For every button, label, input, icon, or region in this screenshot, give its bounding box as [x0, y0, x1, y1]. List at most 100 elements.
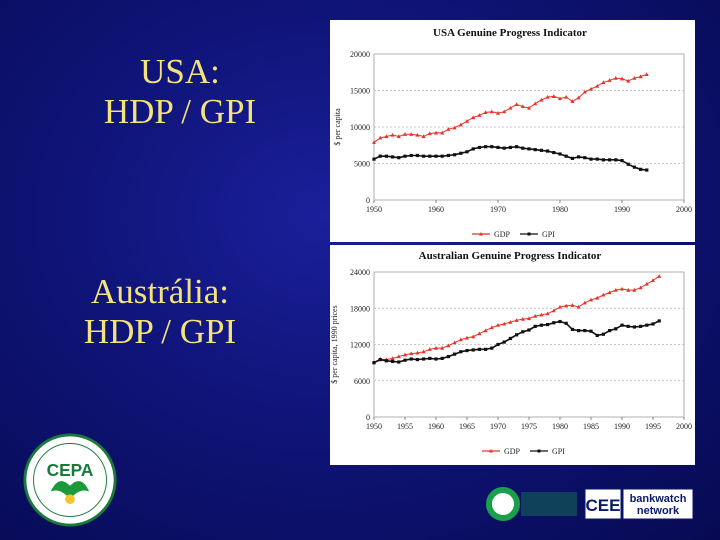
aus-series-gpi-point [626, 324, 630, 328]
usa-y-tick-label: 5000 [354, 160, 370, 169]
aus-series-gdp-point [564, 303, 569, 308]
aus-series-gpi-point [546, 322, 550, 327]
usa-series-gpi-point [490, 145, 494, 149]
usa-series-gpi-point [446, 153, 450, 158]
aus-series-gdp-point [390, 356, 395, 360]
aus-x-tick-label: 2000 [676, 422, 692, 431]
aus-series-gpi-point [601, 332, 605, 336]
aus-series-gdp-point [533, 313, 538, 318]
australia-label-line2: HDP / GPI [83, 312, 237, 351]
aus-series-gpi-point [639, 324, 643, 328]
aus-series-gdp-point [613, 287, 618, 292]
usa-series-gpi-point [601, 158, 605, 162]
aus-x-tick-label: 1985 [583, 422, 599, 431]
usa-series-gpi-point [409, 153, 413, 158]
aus-x-tick-label: 1975 [521, 422, 537, 431]
usa-series-gpi-point [564, 154, 568, 158]
usa-series-gdp-point [570, 99, 575, 104]
usa-title: USA Genuine Progress Indicator [433, 27, 587, 39]
aus-series-gdp-point [508, 319, 513, 324]
aus-y-tick-label: 12000 [350, 341, 370, 350]
aus-series-gdp-point [434, 345, 438, 350]
usa-legend: GDP GPI [472, 230, 555, 239]
aus-series-gdp-point [452, 340, 457, 345]
aus-series-gpi-point [502, 340, 506, 344]
aus-series-gpi-point [428, 356, 432, 360]
aus-series-gdp-point [409, 351, 414, 356]
aus-series-gdp-point [489, 325, 494, 330]
aus-series-gpi-point [614, 327, 618, 331]
usa-series-gdp-point [415, 132, 420, 137]
aus-y-tick-label: 18000 [350, 304, 370, 313]
usa-series-gpi-point [453, 153, 457, 157]
aus-series-gpi-point [409, 357, 413, 361]
usa-plot-frame [373, 53, 685, 201]
usa-y-tick-label: 20000 [350, 50, 370, 59]
usa-series-gpi-point [397, 156, 401, 160]
usa-series-gpi-point [384, 154, 388, 158]
usa-series-gpi-point [570, 156, 574, 160]
usa-x-tick-label: 1950 [366, 205, 382, 214]
aus-series-gdp-point [626, 287, 631, 292]
aus-series-gdp-point [638, 285, 643, 290]
usa-y-tick-label: 10000 [350, 123, 370, 132]
aus-series-gpi-point [415, 358, 419, 362]
usa-series-gpi-point [515, 145, 519, 149]
usa-series-gdp-point [502, 109, 507, 114]
usa-label: USA: HDP / GPI [60, 52, 300, 132]
aus-series-gpi-point [583, 329, 587, 333]
aus-series-gdp-point [551, 308, 556, 313]
bankwatch-line1-text: bankwatch [630, 493, 687, 505]
usa-series-gdp-point [589, 86, 593, 91]
aus-y-tick-label: 0 [366, 413, 370, 422]
aus-x-tick-label: 1990 [614, 422, 630, 431]
aus-series-gpi-point [527, 328, 531, 332]
usa-series-gpi-point [589, 157, 593, 161]
usa-series-gdp-point [620, 76, 624, 81]
aus-x-tick-label: 1965 [459, 422, 475, 431]
aus-series-gpi-point [508, 336, 512, 341]
aus-series-gdp-point [396, 354, 401, 359]
usa-series-gpi-point [552, 150, 556, 155]
usa-legend-gdp-marker [479, 232, 483, 236]
aus-series-gpi-point [515, 333, 519, 337]
usa-series-gpi-point [502, 146, 506, 150]
usa-series-gpi-point [595, 157, 599, 161]
usa-series-gpi-point [440, 154, 444, 158]
aus-series-gpi-point [651, 322, 655, 326]
usa-series-gdp-point [632, 75, 637, 80]
usa-series-gdp-point [421, 134, 426, 139]
usa-x-tick-label: 1960 [428, 205, 444, 214]
aus-series-gpi-point [465, 348, 469, 353]
aus-series-gdp-point [471, 334, 476, 339]
usa-series-gpi-point [508, 145, 512, 150]
aus-series-gpi-point [372, 361, 376, 365]
aus-x-tick-label: 1955 [397, 422, 413, 431]
aus-series-gpi-point [477, 347, 481, 351]
usa-series-gpi-point [484, 145, 488, 149]
aus-series-gpi-point [484, 347, 488, 351]
australia-gpi-chart-svg: Australian Genuine Progress Indicator 0 60… [330, 250, 692, 456]
usa-series-gdp-point [539, 97, 544, 102]
aus-series-gpi-point [459, 350, 463, 354]
usa-series-gpi-point [527, 147, 531, 151]
usa-series-gpi-point [608, 158, 612, 162]
usa-series-gdp-point [458, 122, 463, 127]
aus-series-gpi-point [558, 319, 562, 324]
usa-series-gdp-point [576, 95, 581, 100]
aus-series-gpi-point [539, 323, 543, 327]
aus-series-gdp-point [545, 311, 550, 316]
aus-series-gdp-point [620, 286, 624, 291]
aus-series-gpi-point [397, 360, 401, 364]
aus-series-gpi-point [595, 333, 599, 338]
aus-legend-gdp-marker [489, 449, 493, 453]
aus-legend: GDP GPI [482, 447, 565, 456]
usa-series-gpi-point [465, 150, 469, 154]
aus-series-gpi-point [608, 329, 612, 333]
aus-series-gdp-point [589, 297, 593, 302]
usa-series-gdp-point [601, 80, 606, 85]
aus-plot-frame [373, 271, 685, 418]
usa-series-gdp-point [582, 89, 587, 94]
aus-series-gdp-point [477, 331, 482, 336]
usa-y-tick-label: 0 [366, 196, 370, 205]
